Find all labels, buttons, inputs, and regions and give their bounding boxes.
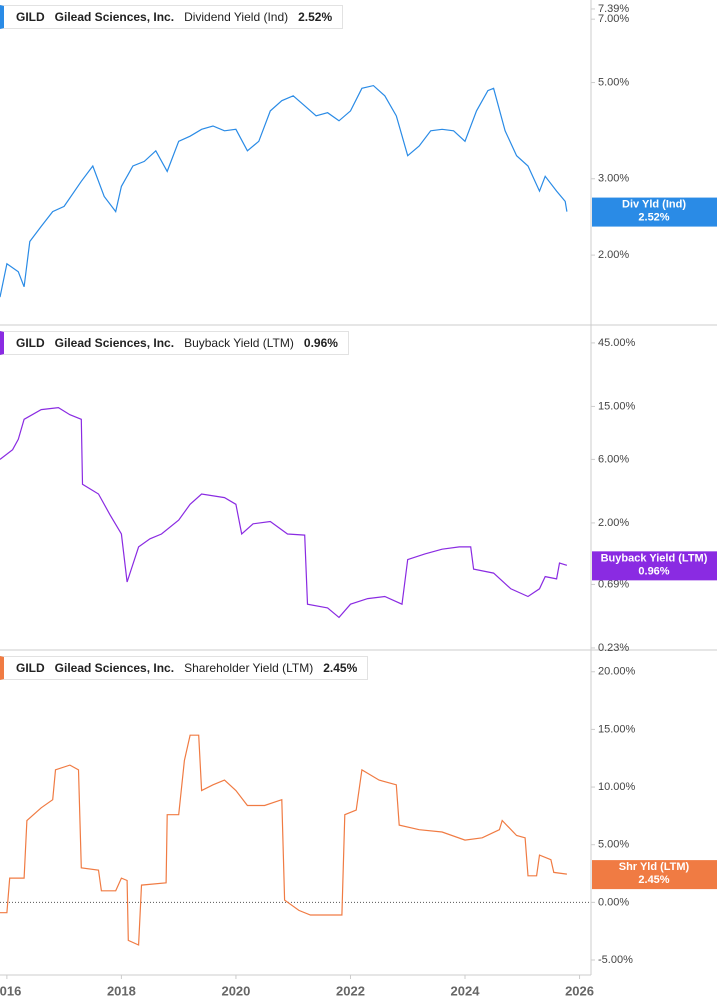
ticker: GILD bbox=[16, 661, 45, 675]
legend-value: 2.52% bbox=[298, 10, 333, 24]
y-tick-label: -5.00% bbox=[598, 954, 633, 966]
legend-entry: Dividend Yield (Ind) bbox=[184, 10, 289, 24]
company: Gilead Sciences, Inc. bbox=[54, 661, 175, 675]
x-tick-label: 2016 bbox=[0, 983, 21, 998]
data-line bbox=[0, 84, 568, 298]
callout-label: Div Yld (Ind) bbox=[622, 198, 686, 210]
value-callout bbox=[592, 197, 717, 227]
y-tick-label: 0.23% bbox=[598, 642, 629, 654]
y-tick-label: 10.00% bbox=[598, 781, 636, 793]
y-tick-label: 6.00% bbox=[598, 453, 629, 465]
y-tick-label: 0.00% bbox=[598, 896, 629, 908]
company: Gilead Sciences, Inc. bbox=[54, 10, 175, 24]
legend-entry: Shareholder Yield (LTM) bbox=[184, 661, 314, 675]
callout-label: Buyback Yield (LTM) bbox=[601, 552, 708, 564]
legend-entry: Buyback Yield (LTM) bbox=[184, 336, 294, 350]
ticker: GILD bbox=[16, 336, 45, 350]
callout-value: 2.45% bbox=[638, 874, 669, 886]
y-tick-label: 7.00% bbox=[598, 13, 629, 25]
callout-value: 0.96% bbox=[638, 565, 669, 577]
y-tick-label: 20.00% bbox=[598, 666, 636, 678]
legend-header: GILD Gilead Sciences, Inc. Buyback Yield (… bbox=[0, 331, 349, 355]
data-line bbox=[0, 406, 568, 619]
callout-value: 2.52% bbox=[638, 211, 669, 223]
x-tick-label: 2020 bbox=[221, 983, 250, 998]
y-tick-label: 5.00% bbox=[598, 76, 629, 88]
x-tick-label: 2026 bbox=[565, 983, 594, 998]
value-callout bbox=[592, 551, 717, 581]
legend-value: 2.45% bbox=[323, 661, 358, 675]
data-line bbox=[0, 734, 567, 946]
y-tick-label: 5.00% bbox=[598, 839, 629, 851]
y-tick-label: 45.00% bbox=[598, 337, 636, 349]
x-tick-label: 2022 bbox=[336, 983, 365, 998]
y-tick-label: 2.00% bbox=[598, 517, 629, 529]
callout-label: Shr Yld (LTM) bbox=[619, 861, 690, 873]
company: Gilead Sciences, Inc. bbox=[54, 336, 175, 350]
value-callout bbox=[592, 860, 717, 890]
x-tick-label: 2018 bbox=[107, 983, 136, 998]
legend-header: GILD Gilead Sciences, Inc. Dividend Yield … bbox=[0, 5, 344, 29]
y-tick-label: 15.00% bbox=[598, 400, 636, 412]
ticker: GILD bbox=[16, 10, 45, 24]
x-tick-label: 2024 bbox=[451, 983, 481, 998]
y-tick-label: 15.00% bbox=[598, 723, 636, 735]
y-tick-label: 0.69% bbox=[598, 578, 629, 590]
y-tick-label: 7.39% bbox=[598, 3, 629, 15]
y-tick-label: 3.00% bbox=[598, 173, 629, 185]
legend-header: GILD Gilead Sciences, Inc. Shareholder Yie… bbox=[0, 656, 369, 680]
legend-value: 0.96% bbox=[303, 336, 338, 350]
y-tick-label: 2.00% bbox=[598, 249, 629, 261]
